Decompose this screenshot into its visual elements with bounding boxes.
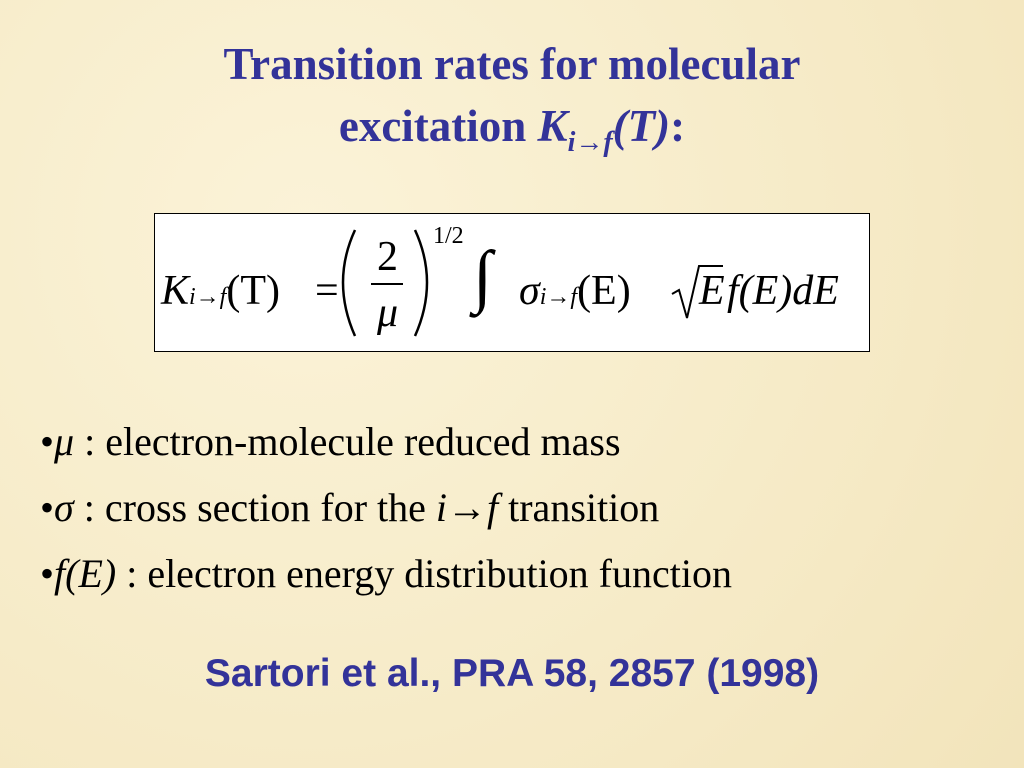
symbol: K [537,101,568,151]
text: : cross section for the [73,485,436,530]
marker: • [40,551,55,596]
argument: (E) [577,268,631,314]
subscript: i→f [189,284,227,310]
formula-box: Ki→f(T) = 2 μ 1/2 ∫ σi→f(E) E f(E)dE [154,213,870,352]
subscript: i→f [539,284,578,310]
text: : electron energy distribution function [116,551,732,596]
formula-shapes [341,229,723,337]
symbol: μ [54,419,75,464]
symbol: i→f [435,485,499,530]
numerator: 2 [377,234,398,280]
bullet: •μ : electron-molecule reduced mass [40,418,621,465]
argument: (T) [612,101,671,151]
text: transition [498,485,660,530]
marker: • [40,485,55,530]
formula-rest: f(E)dE [727,268,839,314]
reference: Sartori et al., PRA 58, 2857 (1998) [204,652,820,695]
text: : electron-molecule reduced mass [74,419,621,464]
paren [341,229,357,337]
argument: (T) [226,268,280,314]
bullet: •σ : cross section for the i→f transitio… [40,484,659,531]
bullet: •f(E) : electron energy distribution fun… [40,550,732,597]
title-symbol: Ki→f(T) [537,101,671,158]
formula-lhs: Ki→f(T) [161,270,280,312]
symbol: K [161,268,190,314]
integral: ∫ [473,238,493,315]
symbol: σ [54,485,74,530]
denominator: μ [377,290,399,336]
colon: : [670,101,686,151]
symbol: σ [519,268,540,314]
exponent: 1/2 [433,223,464,249]
marker: • [40,419,55,464]
title-line: excitation Ki→f(T): [0,100,1024,159]
title-text: excitation [338,101,527,151]
symbol: f(E) [54,551,117,596]
title-line: Transition rates for molecular [223,39,801,89]
sqrt [671,265,723,319]
paren [413,229,429,337]
sqrt-argument: E [699,268,725,314]
equals: = [315,268,339,314]
subscript: i→f [567,127,613,158]
formula-sigma: σi→f(E) [519,270,631,312]
